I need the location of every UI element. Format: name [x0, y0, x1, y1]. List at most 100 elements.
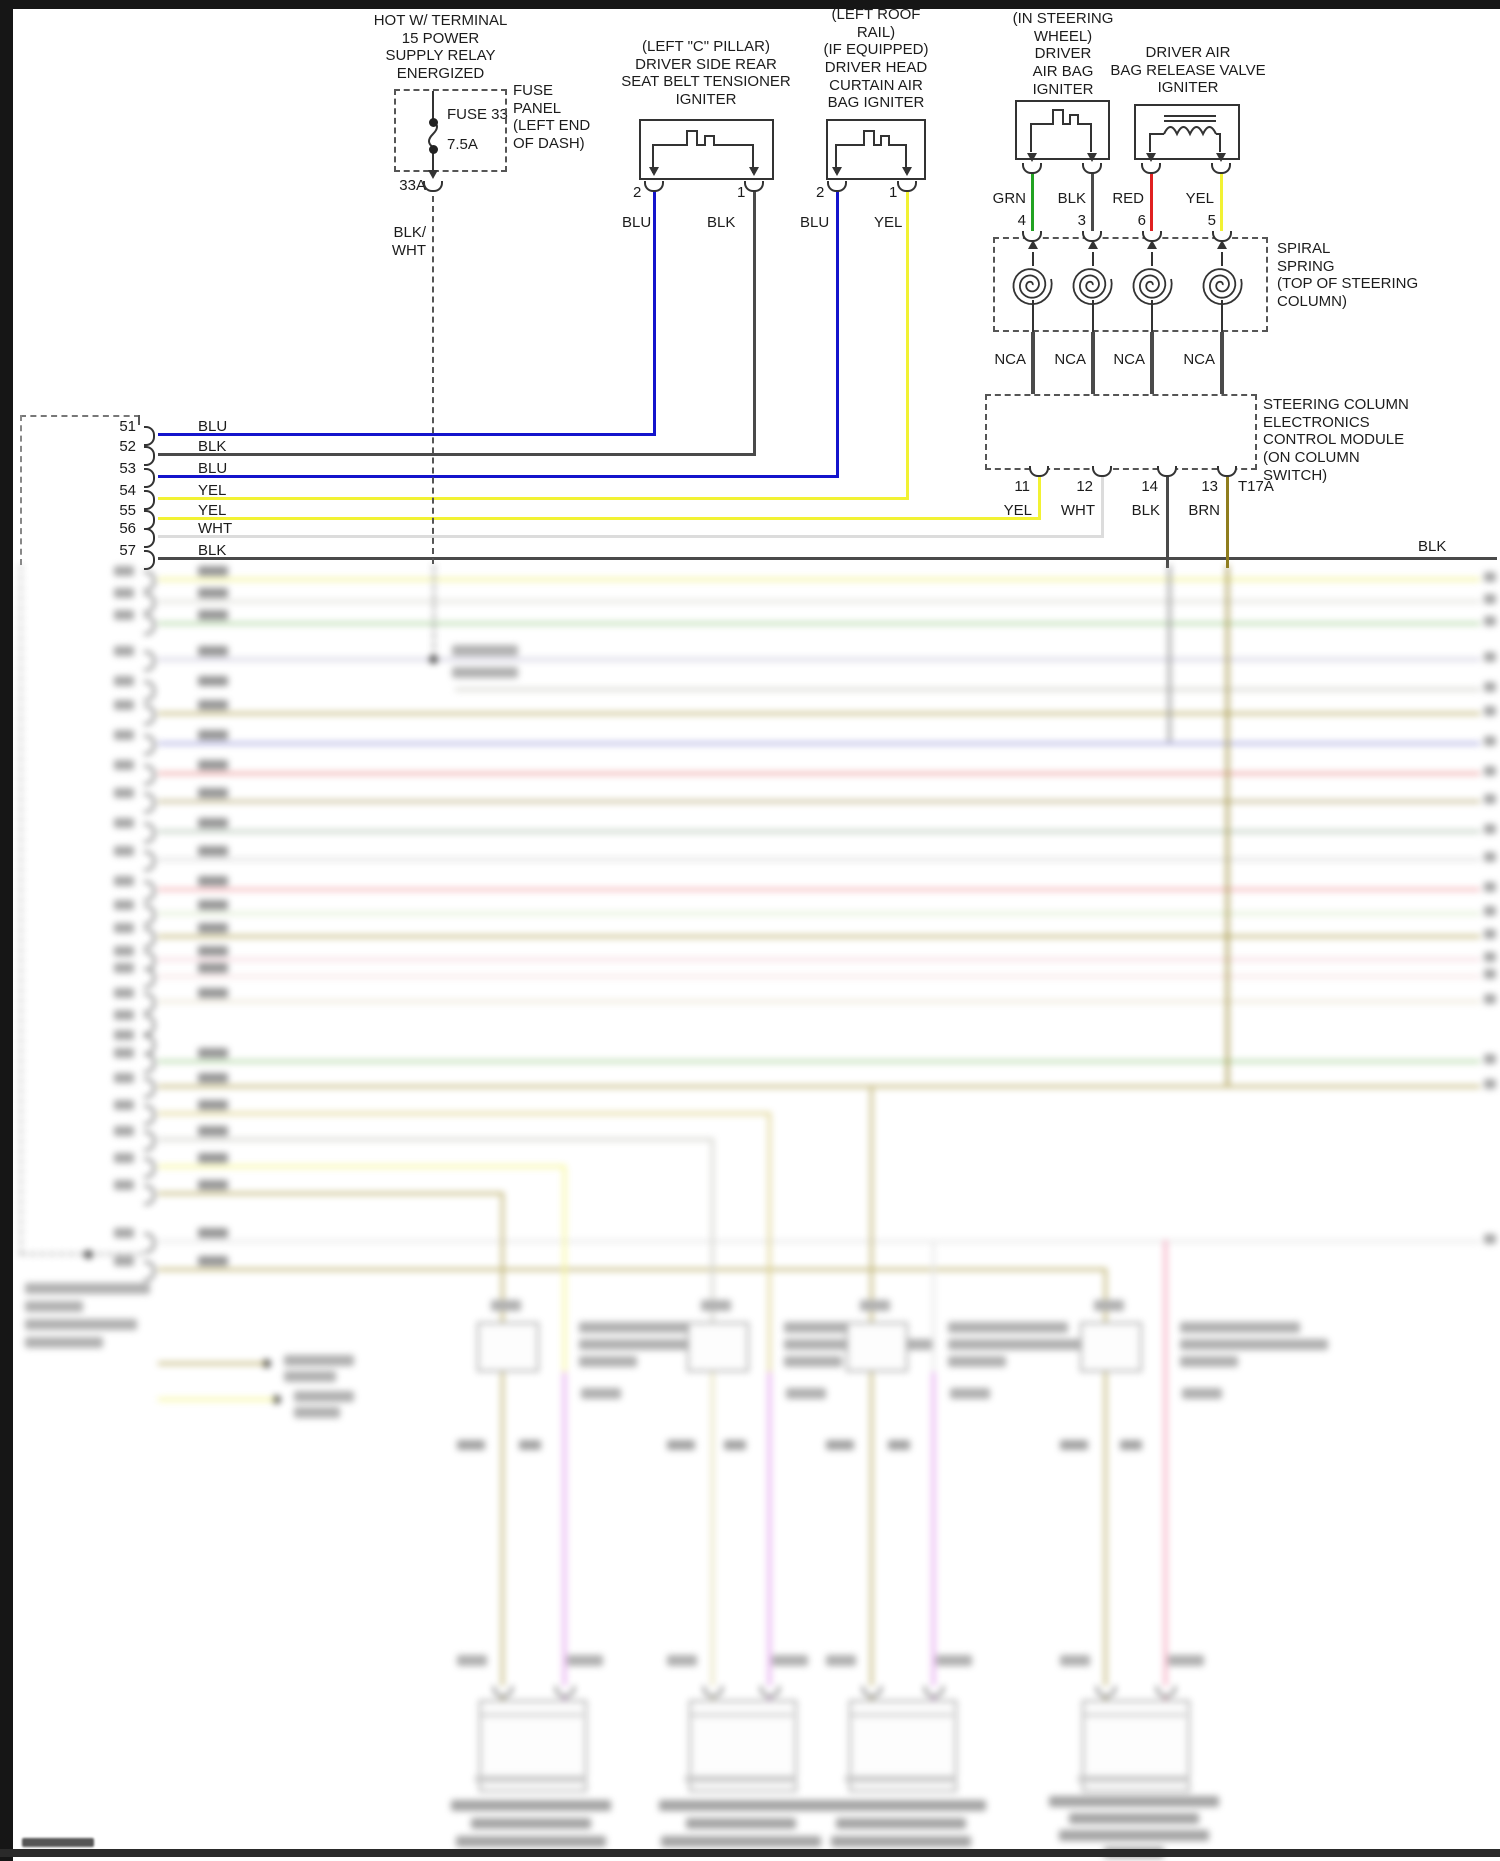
wire-h-pinkred [158, 888, 1480, 891]
pin-connector-icon [144, 1015, 155, 1035]
wire-h-paletan [158, 1000, 1480, 1003]
wire-h-gray [455, 688, 1480, 691]
pin-number-blob [114, 988, 134, 998]
pin-connector-icon [144, 765, 155, 785]
left-wire-color: BLU [198, 418, 228, 435]
wire-v-line [1221, 300, 1223, 332]
wire-label-blob [198, 988, 228, 998]
left-wire-color: YEL [198, 482, 227, 499]
seatbelt-pin-1: 1 [737, 184, 746, 201]
left-wire-color: BLU [198, 460, 228, 477]
right-pin-blob [1484, 736, 1496, 746]
wire-h-palegreen [158, 912, 1480, 915]
text-blob [25, 1283, 150, 1294]
wire-h-olive [158, 800, 1480, 803]
scan-left-border [0, 0, 13, 1861]
pin-blob [701, 1300, 731, 1311]
airbag-pin-4: 4 [1017, 212, 1026, 229]
caption-blob [686, 1818, 796, 1829]
wire-v-line [1092, 300, 1094, 332]
pin-connector-icon [1217, 466, 1237, 477]
box-inner-line [1082, 1714, 1186, 1716]
blurred-diagram-region [0, 565, 1500, 1861]
pin-number-blob [114, 818, 134, 828]
wire-label-blob [198, 1228, 228, 1238]
right-pin-blob [1484, 929, 1496, 939]
wire-v-blk [1091, 332, 1095, 394]
right-pin-blob [1484, 794, 1496, 804]
power-header: HOT W/ TERMINAL 15 POWER SUPPLY RELAY EN… [373, 12, 508, 83]
wire-label-blob [1060, 1440, 1088, 1450]
wire-label-blob [888, 1440, 910, 1450]
right-pin-blob [1484, 882, 1496, 892]
wire-v-khaki [1104, 1268, 1107, 1700]
arrow-down-icon [1027, 153, 1037, 162]
pin-blob [936, 1655, 972, 1666]
pin-connector-icon [144, 550, 155, 570]
spiral-spring-label: SPIRAL SPRING (TOP OF STEERING COLUMN) [1277, 240, 1419, 311]
pin-number-blob [114, 846, 134, 856]
wire-h-khaki [158, 1085, 1480, 1088]
wire-v-line [1151, 252, 1153, 266]
wire-label-blob [198, 1126, 228, 1136]
scan-top-border [0, 0, 1500, 9]
wire-label-blob [198, 946, 228, 956]
wire-label-blob [198, 1073, 228, 1083]
arrow-up-icon [1217, 240, 1227, 249]
pin-connector-icon [760, 1686, 780, 1697]
box-inner-band [1078, 1776, 1190, 1782]
seatbelt-wire-blu: BLU [622, 214, 652, 231]
pin-connector-icon [144, 681, 155, 701]
wire-v-yel [1038, 476, 1041, 520]
caption-blob [831, 1836, 971, 1847]
fuse-pin-label: 33A [399, 177, 426, 194]
wire-h-yel [158, 497, 909, 500]
wire-v-khaki [870, 1085, 873, 1700]
pin-number-blob [114, 1180, 134, 1190]
wire-v-blk [753, 190, 756, 453]
wire-v-khaki [501, 1192, 504, 1700]
left-wire-color: YEL [198, 502, 227, 519]
text-blob [25, 1301, 83, 1312]
connector-label-blob [948, 1322, 1068, 1333]
box-inner-band [845, 1776, 957, 1782]
wire-label-blob [198, 676, 228, 686]
valve-pin-5: 5 [1207, 212, 1216, 229]
valve-pin-6: 6 [1137, 212, 1146, 229]
pin-connector-icon [744, 181, 764, 192]
inline-connector [687, 1322, 749, 1372]
right-pin-blob [1484, 616, 1496, 626]
left-connector-top-edge [20, 415, 140, 417]
caption-blob [1069, 1813, 1199, 1824]
right-pin-blob [1484, 969, 1496, 979]
connector-label-blob [950, 1388, 990, 1399]
connector-label-blob [948, 1356, 1006, 1367]
wire-h-wht [158, 535, 1104, 538]
wire-h-blue [158, 742, 1480, 745]
pin-blob [667, 1655, 697, 1666]
pin-connector-icon [144, 468, 155, 488]
seatbelt-igniter-symbol [652, 130, 754, 173]
junction-dot [262, 1359, 271, 1368]
left-pin-number: 57 [119, 542, 136, 559]
module-pin-number: 12 [1076, 478, 1093, 495]
pin-number-blob [114, 788, 134, 798]
box-inner-line [689, 1714, 793, 1716]
pin-connector-icon [1211, 163, 1231, 174]
pin-number-blob [114, 588, 134, 598]
pin-number-blob [114, 1153, 134, 1163]
caption-blob [451, 1800, 611, 1811]
connector-label-blob [579, 1356, 637, 1367]
arrow-down-icon [1087, 153, 1097, 162]
left-connector-bottom-edge [20, 1253, 142, 1255]
left-pin-number: 56 [119, 520, 136, 537]
connector-label-blob [581, 1388, 621, 1399]
pin-number-blob [114, 963, 134, 973]
curtain-igniter-box [826, 119, 926, 180]
arrow-down-icon [902, 167, 912, 176]
pin-number-blob [114, 1256, 134, 1266]
arrow-down-icon [749, 167, 759, 176]
module-wire-color: YEL [1003, 502, 1032, 519]
curtain-wire-yel: YEL [874, 214, 903, 231]
watermark-blob [22, 1838, 94, 1847]
